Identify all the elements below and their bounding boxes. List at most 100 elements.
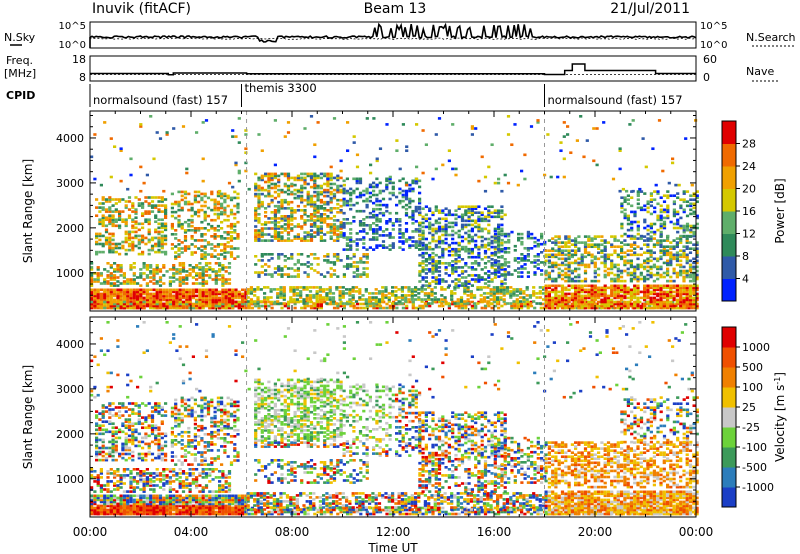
heatmap-cell	[332, 231, 337, 234]
heatmap-cell	[476, 288, 480, 291]
heatmap-cell	[108, 250, 112, 254]
heatmap-cell	[420, 298, 424, 301]
heatmap-cell	[180, 247, 184, 250]
heatmap-cell	[293, 192, 297, 196]
heatmap-cell	[639, 208, 644, 212]
heatmap-cell	[375, 220, 379, 223]
heatmap-cell	[656, 190, 660, 193]
heatmap-cell	[629, 304, 633, 308]
heatmap-cell	[303, 271, 307, 274]
heatmap-cell	[682, 277, 686, 281]
heatmap-cell	[118, 252, 122, 256]
heatmap-cell	[692, 302, 696, 306]
heatmap-cell	[570, 279, 574, 283]
heatmap-cell	[551, 237, 555, 240]
heatmap-cell	[149, 280, 153, 283]
heatmap-cell	[682, 226, 686, 230]
heatmap-cell	[682, 265, 686, 269]
heatmap-cell	[560, 263, 565, 267]
heatmap-cell	[198, 268, 202, 271]
heatmap-cell	[494, 269, 498, 272]
heatmap-cell	[497, 225, 501, 229]
heatmap-cell	[286, 227, 291, 230]
heatmap-cell	[286, 176, 291, 180]
heatmap-cell	[583, 243, 588, 247]
heatmap-cell	[580, 294, 584, 298]
heatmap-cell	[111, 234, 115, 238]
heatmap-cell	[313, 211, 317, 214]
heatmap-cell	[411, 209, 415, 213]
heatmap-cell	[649, 212, 653, 216]
heatmap-cell	[437, 266, 442, 269]
heatmap-cell	[595, 306, 599, 310]
heatmap-cell	[93, 278, 97, 281]
heatmap-cell	[560, 290, 565, 294]
heatmap-cell	[477, 247, 481, 251]
heatmap-cell	[155, 288, 159, 292]
heatmap-cell	[378, 207, 382, 211]
heatmap-cell	[300, 263, 304, 266]
heatmap-cell	[362, 218, 366, 221]
heatmap-cell	[319, 229, 323, 232]
heatmap-cell	[547, 298, 551, 302]
heatmap-cell	[685, 259, 689, 263]
heatmap-cell	[303, 213, 307, 216]
heatmap-cell	[431, 255, 435, 259]
heatmap-cell	[497, 209, 501, 213]
heatmap-cell	[695, 243, 699, 247]
heatmap-cell	[126, 288, 130, 292]
heatmap-cell	[400, 286, 404, 289]
heatmap-cell	[213, 245, 217, 248]
heatmap-cell	[236, 204, 240, 208]
heatmap-cell	[692, 296, 696, 300]
heatmap-cell	[95, 206, 99, 209]
heatmap-cell	[560, 269, 565, 273]
heatmap-cell	[359, 275, 363, 278]
heatmap-cell	[626, 234, 630, 238]
heatmap-cell	[197, 190, 201, 194]
heatmap-cell	[191, 304, 195, 308]
heatmap-cell	[646, 261, 650, 265]
heatmap-cell	[587, 237, 591, 240]
heatmap-cell	[692, 198, 696, 202]
heatmap-cell	[99, 183, 103, 187]
heatmap-cell	[629, 243, 633, 247]
heatmap-cell	[116, 264, 120, 267]
heatmap-cell	[375, 232, 379, 235]
heatmap-cell	[349, 265, 353, 268]
heatmap-cell	[497, 227, 501, 231]
heatmap-cell	[124, 238, 128, 242]
heatmap-cell	[675, 259, 679, 263]
heatmap-cell	[300, 184, 304, 188]
heatmap-cell	[127, 244, 132, 248]
heatmap-cell	[306, 275, 310, 278]
heatmap-cell	[127, 236, 132, 240]
heatmap-cell	[421, 260, 425, 263]
heatmap-cell	[391, 286, 395, 289]
heatmap-cell	[603, 263, 607, 267]
heatmap-cell	[646, 239, 650, 242]
heatmap-cell	[157, 242, 161, 246]
heatmap-cell	[256, 302, 260, 305]
heatmap-cell	[309, 267, 314, 270]
heatmap-cell	[451, 229, 455, 233]
heatmap-cell	[108, 206, 112, 209]
heatmap-cell	[175, 288, 179, 292]
heatmap-cell	[332, 194, 337, 198]
heatmap-cell	[118, 242, 122, 246]
heatmap-cell	[319, 306, 323, 310]
heatmap-cell	[411, 302, 415, 306]
heatmap-cell	[623, 259, 627, 263]
heatmap-cell	[423, 302, 427, 305]
heatmap-cell	[633, 292, 637, 296]
heatmap-cell	[447, 213, 451, 217]
heatmap-cell	[688, 269, 693, 273]
heatmap-cell	[672, 214, 676, 218]
heatmap-cell	[616, 269, 620, 273]
heatmap-cell	[152, 300, 156, 304]
heatmap-cell	[95, 198, 99, 201]
heatmap-cell	[226, 251, 230, 254]
heatmap-cell	[606, 306, 611, 310]
heatmap-cell	[507, 240, 511, 244]
heatmap-cell	[387, 296, 391, 299]
